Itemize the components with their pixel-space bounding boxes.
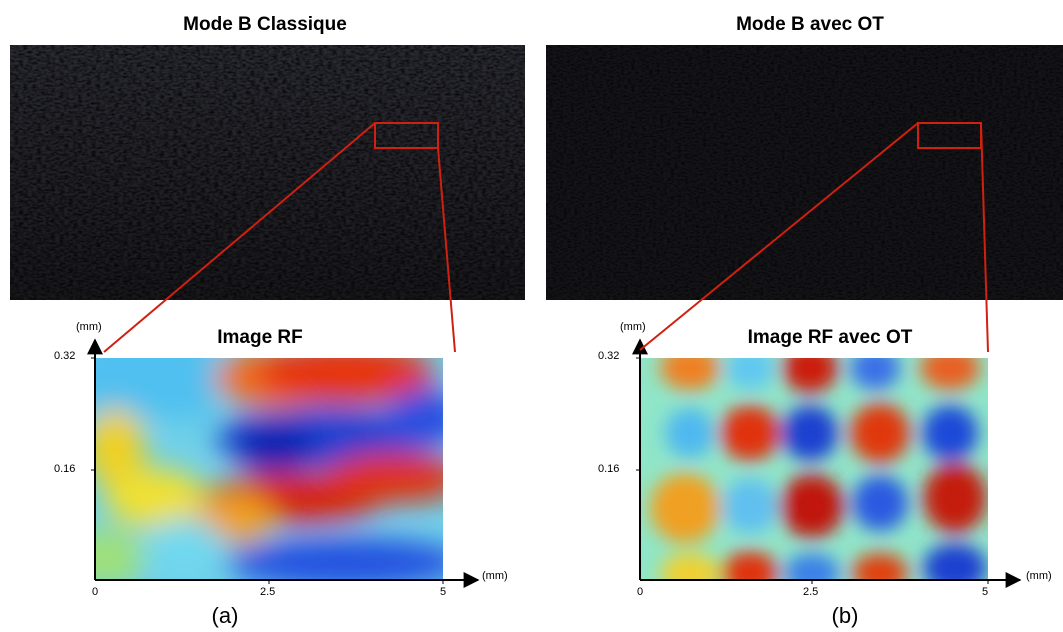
bmode-title-b: Mode B avec OT xyxy=(736,14,884,35)
x-tick-mid-a: 2.5 xyxy=(260,586,276,598)
x-tick-mid-b: 2.5 xyxy=(803,586,819,598)
rf-title-a: Image RF xyxy=(217,327,303,348)
bmode-image-b xyxy=(546,45,1063,300)
rf-heatmap-b xyxy=(640,358,988,580)
x-tick-end-a: 5 xyxy=(440,586,447,598)
bmode-title-a: Mode B Classique xyxy=(183,14,347,35)
x-tick-0-b: 0 xyxy=(637,586,644,598)
y-tick-top-b: 0.32 xyxy=(598,350,620,362)
y-tick-mid-b: 0.16 xyxy=(598,463,620,475)
zoom-box-b xyxy=(917,122,982,149)
x-unit-b: (mm) xyxy=(1026,570,1052,582)
zoom-line-a-left xyxy=(103,122,376,353)
y-tick-mid-a: 0.16 xyxy=(54,463,76,475)
y-tick-top-a: 0.32 xyxy=(54,350,76,362)
x-tick-0-a: 0 xyxy=(92,586,99,598)
x-tick-end-b: 5 xyxy=(982,586,989,598)
speckle-texture-b xyxy=(546,45,1063,300)
y-unit-a: (mm) xyxy=(76,321,102,333)
rf-heatmap-a xyxy=(95,358,443,580)
zoom-line-b-right xyxy=(980,122,989,353)
rf-title-b: Image RF avec OT xyxy=(747,327,913,348)
y-unit-b: (mm) xyxy=(620,321,646,333)
caption-a: (a) xyxy=(211,603,239,628)
zoom-line-b-left xyxy=(639,122,919,351)
x-unit-a: (mm) xyxy=(482,570,508,582)
zoom-line-a-right xyxy=(437,147,456,353)
caption-b: (b) xyxy=(831,603,859,628)
zoom-box-a xyxy=(374,122,439,149)
